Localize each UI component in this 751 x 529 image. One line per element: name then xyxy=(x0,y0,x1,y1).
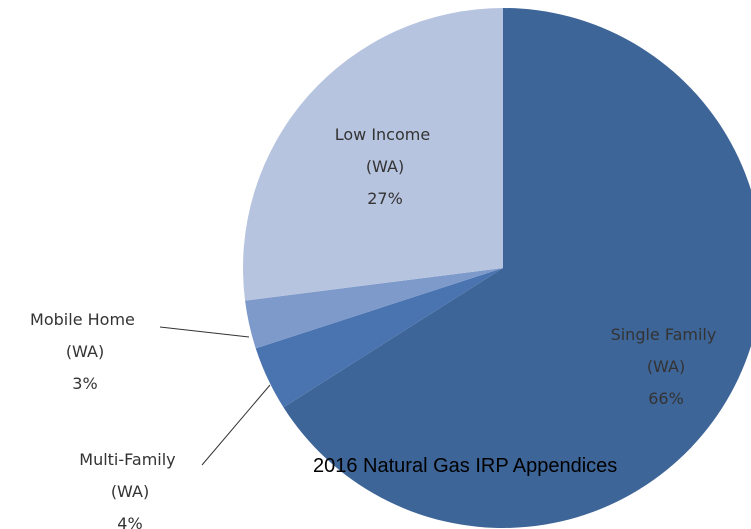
slice-label: Single Family (WA) xyxy=(611,325,722,376)
leader-line xyxy=(201,384,271,466)
pie-slice xyxy=(242,8,503,301)
value-label: 66% xyxy=(648,389,684,408)
slice-label: Mobile Home (WA) xyxy=(30,310,140,361)
leader-line xyxy=(159,326,250,338)
pie xyxy=(242,8,751,528)
pie-slice xyxy=(245,268,503,349)
footer: 2016 Natural Gas IRP Appendices xyxy=(313,455,617,477)
slice-label: Multi-Family (WA) xyxy=(79,450,180,501)
pie-slice xyxy=(283,8,751,528)
pie-slice xyxy=(255,268,503,408)
slice-label: Low Income (WA) xyxy=(335,125,436,176)
value-label: 4% xyxy=(117,514,142,529)
value-label: 3% xyxy=(72,374,97,393)
value-label: 27% xyxy=(367,189,403,208)
